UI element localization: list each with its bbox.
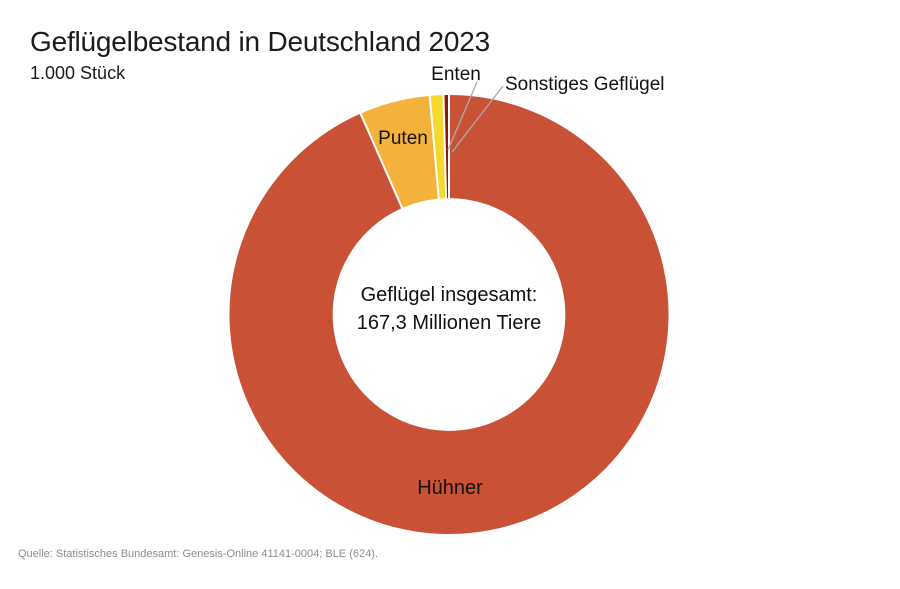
segment-label-sonstiges-gefluegel: Sonstiges Geflügel <box>505 74 665 95</box>
donut-segment-puten <box>360 95 439 209</box>
page-title: Geflügelbestand in Deutschland 2023 <box>30 26 491 57</box>
source-note: Quelle: Statistisches Bundesamt: Genesis… <box>18 548 378 560</box>
donut-center-total: Geflügel insgesamt: 167,3 Millionen Tier… <box>357 281 542 337</box>
segment-label-puten: Puten <box>378 128 428 149</box>
segment-label-huehner: Hühner <box>417 477 483 499</box>
segment-separator <box>359 112 404 210</box>
segment-label-enten: Enten <box>431 64 481 85</box>
leader-line-enten <box>447 81 478 151</box>
total-line-1: Geflügel insgesamt: <box>360 284 538 306</box>
segment-separator <box>428 94 440 200</box>
segment-separator <box>442 94 448 200</box>
donut-segment-enten <box>429 95 447 199</box>
leader-line-sonstiges <box>451 85 504 153</box>
unit-label: 1.000 Stück <box>30 63 126 83</box>
donut-segment-h-hner <box>229 95 669 534</box>
total-line-2: 167,3 Millionen Tiere <box>356 312 542 334</box>
